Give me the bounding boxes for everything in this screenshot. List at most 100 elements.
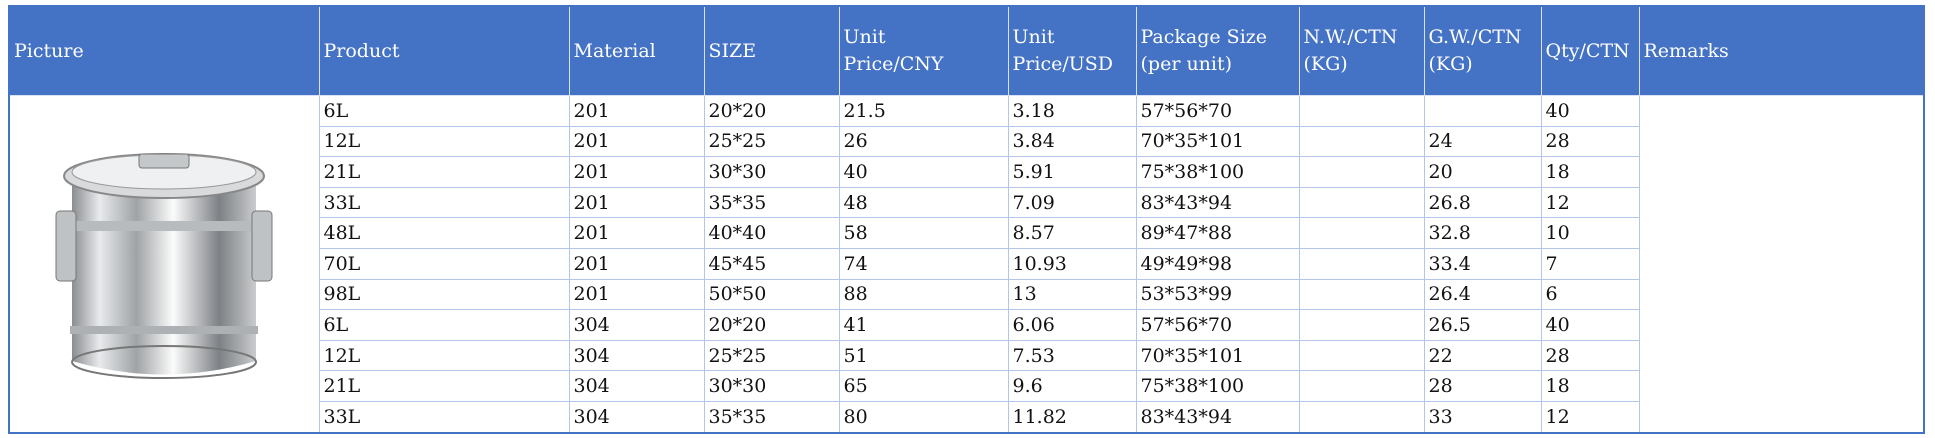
table-cell: 304 (568, 339, 705, 372)
header-cell: Remarks (1638, 5, 1925, 96)
table-cell: 89*47*88 (1135, 217, 1300, 249)
table-cell: 25*25 (703, 339, 840, 372)
table-cell: 201 (568, 217, 705, 249)
header-cell: Package Size (per unit) (1135, 5, 1300, 96)
picture-cell (8, 94, 320, 434)
table-cell: 8.57 (1007, 217, 1137, 249)
header-cell: G.W./CTN (KG) (1423, 5, 1542, 96)
table-cell: 65 (838, 370, 1009, 402)
table-cell: 88 (838, 278, 1009, 311)
header-cell: Qty/CTN (1540, 5, 1640, 96)
table-cell: 6 (1540, 278, 1640, 311)
table-cell: 26.5 (1423, 309, 1542, 341)
table-cell: 33L (318, 186, 570, 219)
table-cell: 7.53 (1007, 339, 1137, 372)
table-cell: 40*40 (703, 217, 840, 249)
table-cell: 20*20 (703, 309, 840, 341)
empty-cell (1298, 247, 1425, 280)
table-cell: 201 (568, 247, 705, 280)
table-cell: 18 (1540, 370, 1640, 402)
table-row: 6L 201 20*20 21.5 3.18 57*56*70 40 (8, 94, 1925, 434)
table-cell: 58 (838, 217, 1009, 249)
empty-cell (1298, 339, 1425, 372)
empty-cell (1298, 156, 1425, 188)
table-cell: 40 (838, 156, 1009, 188)
table-cell: 201 (568, 156, 705, 188)
table-cell: 74 (838, 247, 1009, 280)
empty-cell (1423, 95, 1542, 127)
table-cell: 12 (1540, 400, 1640, 434)
table-cell: 13 (1007, 278, 1137, 311)
empty-cell (1298, 309, 1425, 341)
table-cell: 12 (1540, 186, 1640, 219)
table-cell: 201 (568, 125, 705, 158)
header-cell: Material (568, 5, 705, 96)
product-image (55, 153, 273, 380)
table-cell: 3.84 (1007, 125, 1137, 158)
table-cell: 18 (1540, 156, 1640, 188)
table-cell: 30*30 (703, 156, 840, 188)
table-cell: 201 (568, 95, 705, 127)
table-cell: 40 (1540, 309, 1640, 341)
table-cell: 45*45 (703, 247, 840, 280)
table-cell: 24 (1423, 125, 1542, 158)
table-cell: 25*25 (703, 125, 840, 158)
table-cell: 41 (838, 309, 1009, 341)
table-body: 6L 201 20*20 21.5 3.18 57*56*70 40 12L 201 25*25 2… (8, 94, 1925, 434)
table-cell: 35*35 (703, 400, 840, 434)
table-cell: 50*50 (703, 278, 840, 311)
table-cell: 9.6 (1007, 370, 1137, 402)
table-cell: 20 (1423, 156, 1542, 188)
table-cell: 35*35 (703, 186, 840, 219)
table-cell: 20*20 (703, 95, 840, 127)
table-cell: 10.93 (1007, 247, 1137, 280)
table-cell: 21.5 (838, 95, 1009, 127)
table-row: 21L 304 30*30 65 9.6 75*38*100 28 18 (9, 370, 1924, 402)
table-cell: 51 (838, 339, 1009, 372)
table-cell: 70*35*101 (1135, 125, 1300, 158)
table-cell: 48L (318, 217, 570, 249)
table-cell: 83*43*94 (1135, 186, 1300, 219)
table-cell: 201 (568, 278, 705, 311)
table-cell: 22 (1423, 339, 1542, 372)
table-cell: 26.8 (1423, 186, 1542, 219)
table-row: 33L 304 35*35 80 11.82 83*43*94 33 12 (9, 400, 1924, 434)
table-cell: 98L (318, 278, 570, 311)
table-row: 33L 201 35*35 48 7.09 83*43*94 26.8 12 (9, 186, 1924, 219)
table-cell: 33 (1423, 400, 1542, 434)
table-cell: 10 (1540, 217, 1640, 249)
table-cell: 80 (838, 400, 1009, 434)
empty-cell (1298, 125, 1425, 158)
table-cell: 304 (568, 400, 705, 434)
empty-cell (1298, 278, 1425, 311)
table-cell: 83*43*94 (1135, 400, 1300, 434)
table-cell: 6.06 (1007, 309, 1137, 341)
table-row: 70L 201 45*45 74 10.93 49*49*98 33.4 7 (9, 247, 1924, 280)
empty-cell (1298, 186, 1425, 219)
table-cell: 28 (1540, 125, 1640, 158)
table-cell: 28 (1423, 370, 1542, 402)
empty-cell (1298, 217, 1425, 249)
empty-cell (1298, 400, 1425, 434)
table-cell: 75*38*100 (1135, 156, 1300, 188)
table-cell: 6L (318, 309, 570, 341)
table-cell: 201 (568, 186, 705, 219)
table-cell: 30*30 (703, 370, 840, 402)
remarks-cell (1638, 94, 1925, 434)
empty-cell (1298, 370, 1425, 402)
table-cell: 6L (318, 95, 570, 127)
table-cell: 70*35*101 (1135, 339, 1300, 372)
header-cell: Unit Price/USD (1007, 5, 1137, 96)
table-cell: 28 (1540, 339, 1640, 372)
table-cell: 21L (318, 370, 570, 402)
product-table: Picture Product Material SIZE Unit Price/CNY… (8, 5, 1925, 434)
table-cell: 75*38*100 (1135, 370, 1300, 402)
table-cell: 33L (318, 400, 570, 434)
table-row: 21L 201 30*30 40 5.91 75*38*100 20 18 (9, 156, 1924, 188)
table-cell: 26 (838, 125, 1009, 158)
table-row: 12L 201 25*25 26 3.84 70*35*101 24 28 (9, 125, 1924, 158)
table-cell: 70L (318, 247, 570, 280)
table-row: 12L 304 25*25 51 7.53 70*35*101 22 28 (9, 339, 1924, 372)
table-cell: 7.09 (1007, 186, 1137, 219)
